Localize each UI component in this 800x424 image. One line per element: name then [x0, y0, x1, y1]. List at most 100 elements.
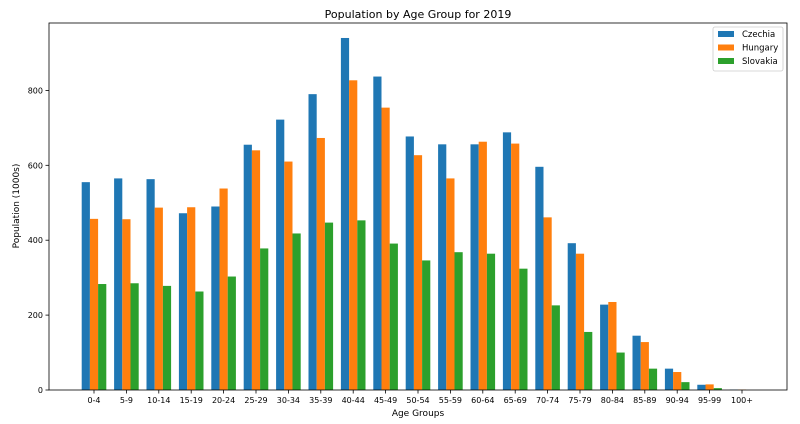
bar-czechia-10-14	[146, 179, 155, 390]
bar-hungary-0-4	[89, 218, 99, 390]
bar-czechia-45-49	[373, 76, 382, 391]
bar-slovakia-85-89	[648, 368, 658, 390]
legend-swatch-hungary	[718, 44, 734, 51]
x-tick-label: 70-74	[536, 396, 559, 405]
bar-czechia-5-9	[114, 178, 123, 390]
bar-czechia-25-29	[243, 144, 252, 390]
bar-slovakia-10-14	[162, 285, 172, 390]
x-tick-label: 40-44	[342, 396, 365, 405]
x-tick-label: 75-79	[568, 396, 591, 405]
bar-slovakia-0-4	[98, 284, 107, 390]
bar-slovakia-80-84	[616, 352, 625, 390]
x-tick-label: 30-34	[277, 396, 300, 405]
bar-slovakia-50-54	[422, 260, 431, 390]
bars-layer	[81, 37, 747, 391]
x-tick-label: 20-24	[212, 396, 235, 405]
bar-czechia-0-4	[81, 182, 90, 390]
y-tick-label: 200	[28, 311, 43, 320]
bar-czechia-50-54	[405, 136, 414, 390]
x-tick-label: 80-84	[601, 396, 624, 405]
y-tick-label: 600	[28, 161, 43, 170]
y-axis-label: Population (1000s)	[12, 164, 22, 249]
x-tick-label: 35-39	[309, 396, 332, 405]
x-tick-label: 0-4	[87, 396, 100, 405]
y-axis-ticks: 0 200 400 600 800	[28, 86, 49, 395]
bar-hungary-95-99	[705, 384, 714, 390]
bar-hungary-65-69	[511, 143, 520, 390]
bar-slovakia-5-9	[130, 283, 139, 390]
bar-hungary-90-94	[673, 372, 682, 390]
bar-hungary-40-44	[349, 80, 358, 391]
bar-slovakia-35-39	[324, 222, 334, 390]
x-tick-label: 55-59	[439, 396, 462, 405]
x-tick-label: 100+	[731, 396, 753, 405]
bar-slovakia-20-24	[227, 276, 236, 390]
bar-slovakia-25-29	[260, 248, 269, 390]
bar-hungary-30-34	[284, 161, 293, 390]
x-axis-label: Age Groups	[392, 409, 445, 419]
x-tick-label: 5-9	[120, 396, 133, 405]
legend-swatch-slovakia	[718, 58, 734, 64]
bar-czechia-85-89	[632, 335, 641, 390]
bar-hungary-15-19	[187, 207, 196, 390]
x-tick-label: 95-99	[698, 396, 721, 405]
y-tick-label: 800	[28, 86, 43, 95]
bar-slovakia-45-49	[389, 243, 398, 390]
bar-slovakia-65-69	[519, 268, 528, 390]
y-tick-label: 0	[38, 386, 43, 395]
bar-hungary-50-54	[413, 155, 423, 390]
x-tick-label: 45-49	[374, 396, 397, 405]
bar-hungary-5-9	[122, 219, 131, 390]
legend-label-czechia: Czechia	[742, 30, 775, 40]
bar-slovakia-95-99	[713, 388, 722, 390]
x-tick-label: 85-89	[633, 396, 656, 405]
bar-slovakia-40-44	[357, 220, 366, 390]
bar-hungary-80-84	[608, 301, 617, 390]
x-tick-label: 25-29	[244, 396, 267, 405]
bar-czechia-60-64	[470, 144, 479, 390]
x-tick-label: 15-19	[180, 396, 203, 405]
bar-slovakia-55-59	[454, 252, 463, 390]
bar-hungary-20-24	[219, 188, 228, 390]
y-tick-label: 400	[28, 236, 43, 245]
bar-hungary-70-74	[543, 217, 552, 390]
bar-slovakia-75-79	[584, 331, 593, 390]
bar-czechia-20-24	[211, 206, 220, 390]
bar-hungary-55-59	[446, 178, 455, 390]
x-tick-label: 10-14	[147, 396, 170, 405]
x-tick-label: 60-64	[471, 396, 494, 405]
bar-czechia-65-69	[502, 132, 512, 390]
bar-hungary-25-29	[251, 150, 261, 390]
bar-czechia-30-34	[276, 119, 285, 391]
bar-czechia-70-74	[535, 166, 544, 390]
bar-slovakia-30-34	[292, 233, 301, 390]
bar-czechia-75-79	[567, 243, 576, 390]
bar-hungary-10-14	[154, 207, 163, 390]
bar-hungary-35-39	[316, 137, 325, 390]
bar-slovakia-15-19	[195, 291, 204, 390]
legend-label-slovakia: Slovakia	[742, 57, 778, 67]
bar-slovakia-70-74	[551, 305, 560, 390]
legend-swatch-czechia	[718, 31, 734, 37]
bar-czechia-90-94	[664, 368, 674, 390]
chart-title: Population by Age Group for 2019	[325, 8, 512, 21]
x-tick-label: 65-69	[504, 396, 527, 405]
bar-hungary-45-49	[381, 107, 390, 390]
plot-frame	[48, 22, 788, 391]
x-tick-label: 90-94	[666, 396, 689, 405]
legend-label-hungary: Hungary	[742, 44, 778, 54]
bar-czechia-95-99	[697, 384, 706, 390]
bar-czechia-40-44	[340, 37, 350, 390]
bar-czechia-55-59	[438, 144, 447, 390]
x-axis-ticks: 0-4 5-9 10-14 15-19 20-24 25-29 30-34 35-39 40-4…	[87, 390, 753, 405]
x-tick-label: 50-54	[406, 396, 429, 405]
bar-czechia-15-19	[178, 213, 188, 390]
bar-slovakia-60-64	[486, 253, 496, 390]
bar-slovakia-90-94	[681, 382, 690, 390]
bar-czechia-35-39	[308, 94, 317, 391]
bar-hungary-85-89	[640, 342, 649, 390]
bar-czechia-80-84	[600, 304, 609, 390]
bar-hungary-60-64	[478, 141, 487, 390]
legend: Czechia Hungary Slovakia	[712, 26, 784, 72]
